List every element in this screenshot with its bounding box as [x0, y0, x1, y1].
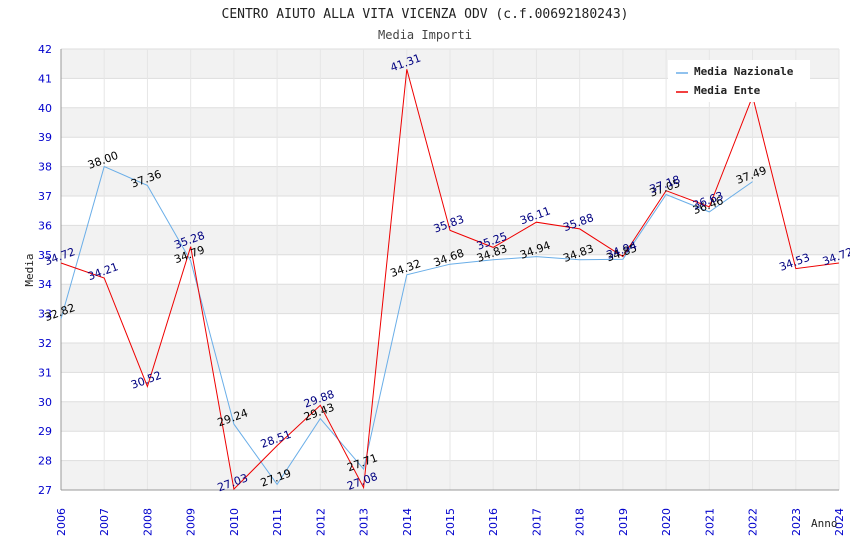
legend-box [668, 60, 810, 102]
y-tick-label: 28 [38, 455, 52, 468]
x-tick-label: 2006 [55, 508, 68, 536]
x-tick-label: 2020 [660, 508, 673, 536]
y-tick-label: 32 [38, 337, 52, 350]
chart-subtitle: Media Importi [378, 28, 472, 42]
legend-label-media-nazionale: Media Nazionale [694, 65, 794, 78]
y-tick-label: 34 [38, 278, 52, 291]
x-tick-label: 2010 [228, 508, 241, 536]
y-tick-label: 40 [38, 102, 52, 115]
x-tick-label: 2009 [185, 508, 198, 536]
axes: 27 28 29 30 31 32 33 34 35 36 37 38 39 40 41 42 2006 2007… [38, 43, 846, 536]
x-tick-label: 2017 [530, 508, 543, 536]
y-tick-label: 35 [38, 249, 52, 262]
data-label: 32.82 [43, 301, 77, 324]
legend: Media Nazionale Media Ente [668, 60, 810, 102]
y-tick-label: 31 [38, 366, 52, 379]
y-tick-label: 41 [38, 72, 52, 85]
x-tick-label: 2018 [574, 508, 587, 536]
x-tick-label: 2015 [444, 508, 457, 536]
x-tick-label: 2024 [833, 508, 846, 536]
series-line-media-nazionale [60, 165, 753, 486]
x-axis-label: Anno [811, 517, 838, 530]
x-tick-label: 2019 [617, 508, 630, 536]
grid-bands [60, 48, 840, 491]
y-tick-label: 38 [38, 161, 52, 174]
y-axis-label: Media [23, 253, 36, 286]
data-label: 34.32 [389, 257, 423, 280]
x-tick-label: 2008 [141, 508, 154, 536]
y-tick-label: 33 [38, 308, 52, 321]
y-tick-label: 30 [38, 396, 52, 409]
x-tick-label: 2022 [747, 508, 760, 536]
x-tick-label: 2016 [487, 508, 500, 536]
y-tick-label: 36 [38, 219, 52, 232]
x-tick-label: 2011 [271, 508, 284, 536]
series-line-media-ente [60, 69, 840, 491]
y-tick-label: 37 [38, 190, 52, 203]
y-tick-label: 29 [38, 425, 52, 438]
x-tick-label: 2023 [790, 508, 803, 536]
x-tick-label: 2012 [314, 508, 327, 536]
x-tick-label: 2013 [358, 508, 371, 536]
x-tick-label: 2021 [703, 508, 716, 536]
series-lines [60, 69, 840, 491]
y-tick-label: 27 [38, 484, 52, 497]
y-tick-label: 42 [38, 43, 52, 56]
data-label: 34.21 [86, 260, 120, 283]
x-tick-label: 2014 [401, 508, 414, 536]
legend-label-media-ente: Media Ente [694, 84, 761, 97]
chart-title: CENTRO AIUTO ALLA VITA VICENZA ODV (c.f.… [222, 7, 629, 22]
x-tick-label: 2007 [98, 508, 111, 536]
y-tick-label: 39 [38, 131, 52, 144]
